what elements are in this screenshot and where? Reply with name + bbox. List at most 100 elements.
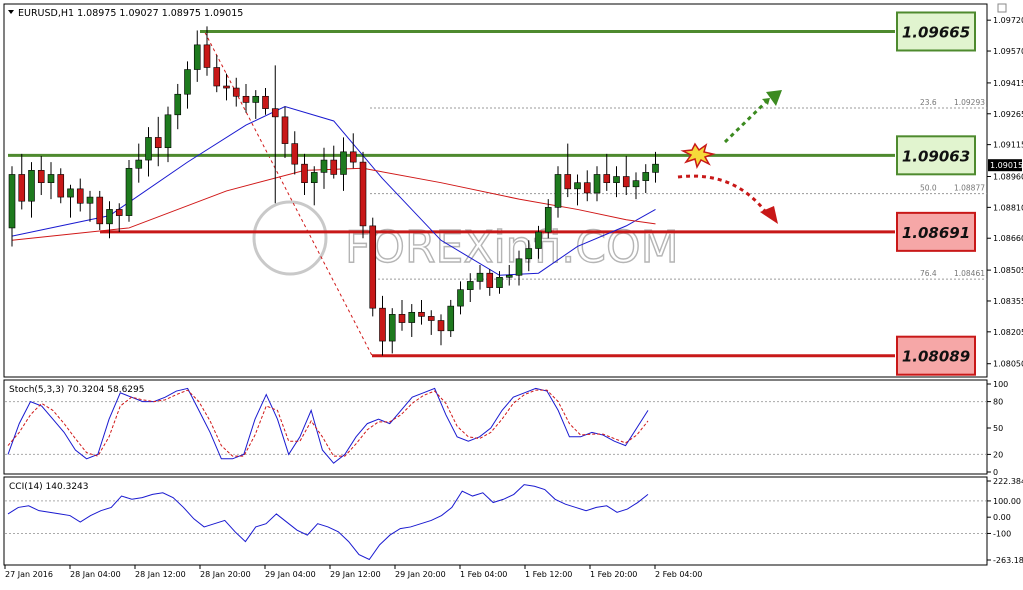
level-box (896, 335, 976, 376)
candle-body (8, 174, 16, 229)
time-axis: 27 Jan 2016 28 Jan 04:00 28 Jan 12:00 28 Ja… (4, 565, 702, 579)
stoch-tick-label: 100 (993, 380, 1008, 389)
candle-body (184, 69, 191, 95)
price-tick-label: 1.08960 (993, 173, 1023, 182)
stoch-label: Stoch(5,3,3) 70.3204 58.6295 (9, 385, 144, 395)
price-tick-label: 1.08355 (993, 297, 1023, 306)
level-boxes: 1.09665 1.09063 1.08691 1.08089 (896, 11, 976, 376)
stoch-tick-label: 50 (993, 424, 1003, 433)
candle-body (37, 170, 45, 183)
time-tick-label: 1 Feb 04:00 (460, 570, 507, 579)
symbol-info: EURUSD,H1 1.08975 1.09027 1.08975 1.0901… (18, 8, 243, 19)
level-box (896, 11, 976, 52)
candle-body (447, 305, 455, 332)
candle-body (125, 167, 133, 216)
levels-lines (8, 29, 895, 358)
candle-body (369, 225, 377, 309)
fibo-value: 1.09293 (954, 98, 985, 107)
candle-body (86, 196, 94, 204)
time-tick-label: 29 Jan 20:00 (395, 570, 446, 579)
candle-body (262, 95, 269, 109)
price-tick-label: 1.08205 (993, 328, 1023, 337)
candle-body (554, 174, 562, 208)
candle-body (622, 176, 630, 188)
candle-body (642, 172, 650, 181)
fibo-trendline (204, 32, 373, 356)
candle-body (330, 159, 338, 175)
candle-body (28, 170, 35, 202)
level-box-label: 1.08691 (902, 224, 970, 242)
moving-average-line (11, 167, 656, 241)
ma-lines (11, 106, 656, 276)
candle-body (496, 277, 503, 288)
level-box (896, 211, 976, 252)
price-axis: 1.09720 1.09570 1.09415 1.09265 1.09115 1.089… (987, 16, 1023, 369)
cci-series-line (7, 484, 649, 561)
bullish-arrow-icon (723, 90, 782, 144)
candle-body (486, 272, 494, 288)
bearish-arrow-icon (677, 174, 778, 224)
time-tick-label: 2 Feb 04:00 (655, 570, 702, 579)
candle-body (388, 314, 396, 342)
candle-body (603, 174, 611, 183)
candle-body (583, 182, 591, 194)
candle-body (232, 87, 240, 97)
time-tick-label: 28 Jan 04:00 (70, 570, 121, 579)
candle-body (564, 174, 572, 190)
candle-body (281, 116, 289, 144)
candle-body (515, 258, 523, 276)
level-box-label: 1.08089 (902, 348, 970, 366)
watermark-logo-icon (252, 200, 328, 276)
candle-body (418, 311, 425, 317)
candle-body (67, 188, 74, 198)
fibo-group: 23.6 1.09293 50.0 1.08877 76.4 1.08461 (204, 32, 987, 356)
stoch-tick-label: 20 (993, 450, 1003, 459)
cci-tick-label: -263.1827 (993, 556, 1023, 565)
fibo-value: 1.08461 (954, 269, 985, 278)
fibo-label: 50.0 (920, 184, 937, 193)
stoch-tick-label: 80 (993, 398, 1003, 407)
candle-body (223, 85, 230, 89)
cci-tick-label: 0.00 (993, 513, 1011, 522)
price-tick-label: 1.09115 (993, 141, 1023, 150)
candle-body (106, 209, 113, 225)
cci-tick-label: 100.00 (993, 497, 1021, 506)
candle-body (457, 289, 464, 307)
candle-body (593, 174, 601, 194)
candle-body (505, 274, 513, 278)
candle-body (76, 188, 84, 204)
candle-body (252, 95, 260, 103)
moving-average-line (11, 106, 656, 276)
candle-body (115, 209, 123, 216)
candle-body (535, 231, 542, 249)
candle-body (47, 174, 55, 183)
candle-body (340, 151, 347, 175)
level-box-label: 1.09665 (902, 23, 970, 41)
level-box-label: 1.09063 (902, 147, 970, 165)
candle-body (437, 320, 445, 332)
watermark: FOREXinfi.COM (252, 200, 679, 276)
candle-body (613, 176, 620, 183)
candle-body (145, 137, 152, 161)
price-tick-label: 1.09265 (993, 110, 1023, 119)
candle-body (652, 163, 659, 173)
time-tick-label: 27 Jan 2016 (5, 570, 53, 579)
chevron-down-icon[interactable] (8, 10, 14, 14)
candle-body (18, 174, 26, 202)
candle-body (193, 44, 201, 70)
time-tick-label: 29 Jan 12:00 (330, 570, 381, 579)
candle-body (525, 248, 533, 260)
price-tick-label: 1.08810 (993, 203, 1023, 212)
breakout-burst-icon (680, 142, 716, 169)
window-corner-icon[interactable] (997, 3, 1007, 13)
current-price-label: 1.09015 (990, 161, 1023, 170)
fibo-value: 1.08877 (954, 184, 985, 193)
candle-body (320, 159, 328, 173)
price-tick-label: 1.08660 (993, 234, 1023, 243)
candle-body (154, 137, 162, 149)
watermark-text: FOREXinfi.COM (345, 222, 679, 273)
candle-body (203, 44, 211, 68)
time-tick-label: 29 Jan 04:00 (265, 570, 316, 579)
